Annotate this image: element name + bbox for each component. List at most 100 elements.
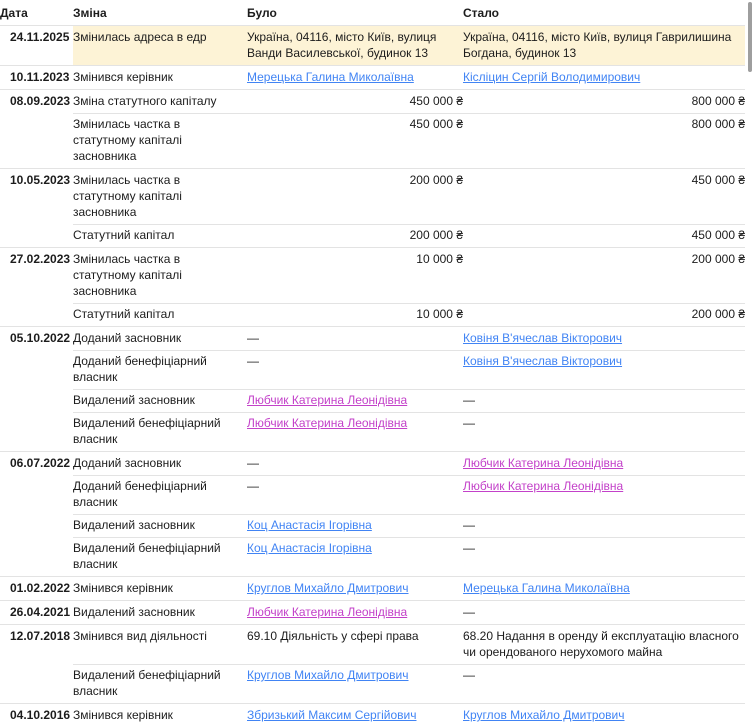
after-value: Кісліцин Сергій Володимирович <box>463 66 745 89</box>
person-link[interactable]: Любчик Катерина Леонідівна <box>247 393 408 407</box>
before-value: Любчик Катерина Леонідівна <box>247 601 463 624</box>
row-date: 24.11.2025 <box>10 30 70 44</box>
person-link[interactable]: Любчик Катерина Леонідівна <box>247 416 408 430</box>
before-value: Любчик Катерина Леонідівна <box>247 412 463 435</box>
after-value: 450 000 ₴ <box>691 228 745 242</box>
change-label: Змінився керівник <box>73 581 173 595</box>
row-date <box>0 350 73 357</box>
before-value: — <box>247 331 259 345</box>
row-date: 08.09.2023 <box>10 94 71 108</box>
row-date <box>0 412 73 419</box>
person-link[interactable]: Ковіня В'ячеслав Вікторович <box>463 331 623 345</box>
person-link[interactable]: Круглов Михайло Дмитрович <box>247 581 409 595</box>
after-value: 800 000 ₴ <box>691 94 745 108</box>
change-label: Видалений бенефіціарний власник <box>73 668 221 698</box>
after-value: — <box>463 393 475 407</box>
row-date <box>0 475 73 482</box>
after-value: — <box>463 416 475 430</box>
row-date: 04.10.2016 <box>10 708 71 722</box>
person-link[interactable]: Коц Анастасія Ігорівна <box>247 518 372 532</box>
row-date: 01.02.2022 <box>10 581 71 595</box>
column-header-date: Дата <box>0 6 28 20</box>
change-label: Змінилась частка в статутному капіталі з… <box>73 252 182 298</box>
person-link[interactable]: Коц Анастасія Ігорівна <box>247 541 372 555</box>
table-row: Статутний капітал 10 000 ₴ 200 000 ₴ <box>0 303 745 326</box>
table-row: 24.11.2025 Змінилась адреса в едр Україна,… <box>0 25 745 65</box>
before-value: — <box>247 354 259 368</box>
person-link[interactable]: Кісліцин Сергій Володимирович <box>463 70 641 84</box>
table-row: Доданий бенефіціарний власник — Любчик Кат… <box>0 475 745 514</box>
row-date: 27.02.2023 <box>10 252 71 266</box>
change-label: Доданий бенефіціарний власник <box>73 354 207 384</box>
after-value: 68.20 Надання в оренду й експлуатацію вл… <box>463 629 739 659</box>
table-row: 08.09.2023 Зміна статутного капіталу 450 0… <box>0 89 745 113</box>
row-date <box>0 389 73 396</box>
after-value: Ковіня В'ячеслав Вікторович <box>463 327 745 350</box>
after-value: — <box>463 668 475 682</box>
before-value: 450 000 ₴ <box>409 94 463 108</box>
row-date <box>0 664 73 671</box>
table-row: 05.10.2022 Доданий засновник — Ковіня В'яче… <box>0 326 745 350</box>
person-link[interactable]: Круглов Михайло Дмитрович <box>247 668 409 682</box>
before-value: Коц Анастасія Ігорівна <box>247 514 463 537</box>
change-label: Змінилась частка в статутному капіталі з… <box>73 117 182 163</box>
row-date <box>0 303 73 310</box>
person-link[interactable]: Мерецька Галина Миколаївна <box>247 70 414 84</box>
table-row: Видалений бенефіціарний власник Любчик Ка… <box>0 412 745 451</box>
change-label: Зміна статутного капіталу <box>73 94 217 108</box>
table-header: Дата Зміна Було Стало <box>0 0 745 25</box>
row-date: 10.11.2023 <box>10 70 70 84</box>
after-value: — <box>463 518 475 532</box>
change-label: Доданий бенефіціарний власник <box>73 479 207 509</box>
before-value: — <box>247 479 259 493</box>
before-value: Україна, 04116, місто Київ, вулиця Ванди… <box>247 30 437 60</box>
change-label: Видалений бенефіціарний власник <box>73 541 221 571</box>
before-value: Мерецька Галина Миколаївна <box>247 66 463 89</box>
before-value: Коц Анастасія Ігорівна <box>247 537 463 560</box>
change-label: Видалений бенефіціарний власник <box>73 416 221 446</box>
change-label: Доданий засновник <box>73 331 182 345</box>
table-row: Видалений бенефіціарний власник Коц Анаст… <box>0 537 745 576</box>
change-label: Змінилась частка в статутному капіталі з… <box>73 173 182 219</box>
table-row: Видалений бенефіціарний власник Круглов М… <box>0 664 745 703</box>
change-label: Змінився вид діяльності <box>73 629 207 643</box>
change-label: Видалений засновник <box>73 605 195 619</box>
change-label: Статутний капітал <box>73 307 175 321</box>
change-label: Змінився керівник <box>73 708 173 722</box>
change-label: Видалений засновник <box>73 518 195 532</box>
after-value: — <box>463 605 475 619</box>
person-link[interactable]: Любчик Катерина Леонідівна <box>463 456 624 470</box>
person-link[interactable]: Ковіня В'ячеслав Вікторович <box>463 354 623 368</box>
person-link[interactable]: Збризький Максим Сергійович <box>247 708 417 722</box>
row-date: 10.05.2023 <box>10 173 71 187</box>
table-row: 06.07.2022 Доданий засновник — Любчик Катер… <box>0 451 745 475</box>
scrollbar-thumb[interactable] <box>748 2 752 72</box>
after-value: Любчик Катерина Леонідівна <box>463 475 745 498</box>
row-date <box>0 113 73 120</box>
after-value: Круглов Михайло Дмитрович <box>463 704 745 727</box>
person-link[interactable]: Круглов Михайло Дмитрович <box>463 708 625 722</box>
table-row: Видалений засновник Коц Анастасія Ігорівн… <box>0 514 745 537</box>
row-date: 06.07.2022 <box>10 456 71 470</box>
after-value: 200 000 ₴ <box>691 307 745 321</box>
table-row: 10.11.2023 Змінився керівник Мерецька Гали… <box>0 65 745 89</box>
before-value: 200 000 ₴ <box>409 228 463 242</box>
before-value: 200 000 ₴ <box>409 173 463 187</box>
scrollbar[interactable] <box>745 0 753 594</box>
person-link[interactable]: Мерецька Галина Миколаївна <box>463 581 630 595</box>
change-label: Змінилась адреса в едр <box>73 30 207 44</box>
row-date <box>0 224 73 231</box>
after-value: 450 000 ₴ <box>691 173 745 187</box>
before-value: Круглов Михайло Дмитрович <box>247 664 463 687</box>
person-link[interactable]: Любчик Катерина Леонідівна <box>247 605 408 619</box>
after-value: 800 000 ₴ <box>691 117 745 131</box>
change-label: Доданий засновник <box>73 456 182 470</box>
before-value: 10 000 ₴ <box>416 252 463 266</box>
row-date: 26.04.2021 <box>10 605 71 619</box>
before-value: Круглов Михайло Дмитрович <box>247 577 463 600</box>
after-value: — <box>463 541 475 555</box>
column-header-after: Стало <box>463 6 500 20</box>
person-link[interactable]: Любчик Катерина Леонідівна <box>463 479 624 493</box>
table-row: 01.02.2022 Змінився керівник Круглов Михай… <box>0 576 745 600</box>
